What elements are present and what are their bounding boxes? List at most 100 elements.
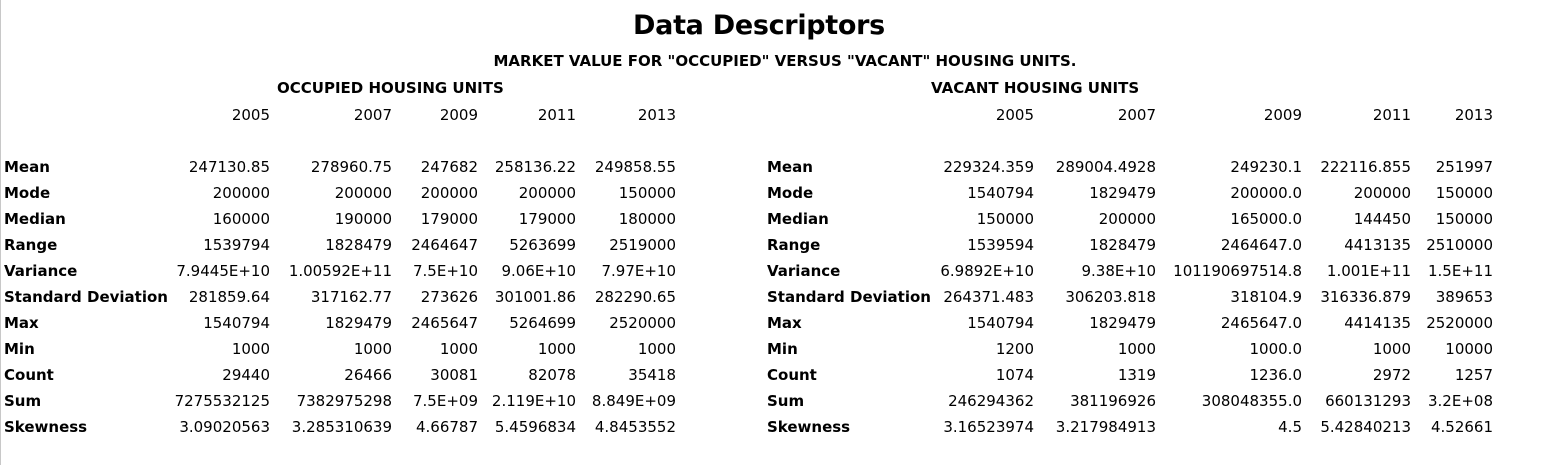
occupied-value-cell: 1828479	[325, 236, 392, 254]
occupied-value-cell: 1000	[231, 340, 270, 358]
vacant-value-cell: 200000	[1098, 210, 1156, 228]
occupied-value-cell: 1000	[537, 340, 576, 358]
vacant-row-label: Mode	[767, 184, 814, 202]
occupied-value-cell: 278960.75	[310, 158, 392, 176]
occupied-value-cell: 35418	[628, 366, 676, 384]
occupied-value-cell: 7.5E+09	[413, 392, 478, 410]
vacant-value-cell: 1828479	[1089, 236, 1156, 254]
vacant-row-label: Sum	[767, 392, 805, 410]
occupied-row-label: Variance	[4, 262, 78, 280]
vacant-year-header: 2009	[1263, 106, 1302, 124]
vacant-row-label: Max	[767, 314, 802, 332]
page-subtitle: MARKET VALUE FOR "OCCUPIED" VERSUS "VACA…	[493, 52, 1077, 70]
occupied-value-cell: 2465647	[411, 314, 478, 332]
occupied-row-label: Max	[4, 314, 39, 332]
vacant-value-cell: 1236.0	[1249, 366, 1303, 384]
vacant-value-cell: 249230.1	[1230, 158, 1302, 176]
occupied-year-header: 2009	[439, 106, 478, 124]
occupied-value-cell: 150000	[618, 184, 676, 202]
occupied-value-cell: 7.97E+10	[601, 262, 676, 280]
vacant-value-cell: 4413135	[1344, 236, 1411, 254]
vacant-value-cell: 4414135	[1344, 314, 1411, 332]
vacant-value-cell: 1074	[995, 366, 1034, 384]
vacant-row-label: Median	[767, 210, 829, 228]
occupied-value-cell: 200000	[212, 184, 270, 202]
vacant-value-cell: 2972	[1372, 366, 1411, 384]
occupied-value-cell: 7382975298	[296, 392, 392, 410]
occupied-value-cell: 301001.86	[494, 288, 576, 306]
vacant-value-cell: 264371.483	[943, 288, 1034, 306]
occupied-value-cell: 2464647	[411, 236, 478, 254]
occupied-row-label: Mean	[4, 158, 50, 176]
vacant-row-label: Mean	[767, 158, 813, 176]
vacant-value-cell: 306203.818	[1065, 288, 1156, 306]
vacant-value-cell: 251997	[1435, 158, 1493, 176]
occupied-year-header: 2005	[231, 106, 270, 124]
vacant-value-cell: 222116.855	[1320, 158, 1411, 176]
occupied-value-cell: 7275532125	[174, 392, 270, 410]
vacant-value-cell: 144450	[1353, 210, 1411, 228]
vacant-value-cell: 150000	[1435, 210, 1493, 228]
occupied-value-cell: 258136.22	[494, 158, 576, 176]
vacant-value-cell: 150000	[976, 210, 1034, 228]
vacant-value-cell: 3.16523974	[943, 418, 1034, 436]
occupied-year-header: 2007	[353, 106, 392, 124]
vacant-value-cell: 200000	[1353, 184, 1411, 202]
vacant-year-header: 2011	[1372, 106, 1411, 124]
vacant-value-cell: 1257	[1454, 366, 1493, 384]
occupied-value-cell: 281859.64	[188, 288, 270, 306]
vacant-row-label: Count	[767, 366, 817, 384]
occupied-value-cell: 3.285310639	[291, 418, 392, 436]
vacant-value-cell: 10000	[1445, 340, 1493, 358]
occupied-value-cell: 247682	[420, 158, 478, 176]
vacant-value-cell: 2465647.0	[1220, 314, 1302, 332]
vacant-value-cell: 660131293	[1325, 392, 1411, 410]
vacant-row-label: Min	[767, 340, 798, 358]
vacant-value-cell: 289004.4928	[1055, 158, 1156, 176]
occupied-value-cell: 2520000	[609, 314, 676, 332]
vacant-value-cell: 1540794	[967, 184, 1034, 202]
occupied-value-cell: 200000	[420, 184, 478, 202]
occupied-value-cell: 3.09020563	[179, 418, 270, 436]
vacant-value-cell: 3.217984913	[1055, 418, 1156, 436]
vacant-year-header: 2013	[1454, 106, 1493, 124]
occupied-value-cell: 200000	[334, 184, 392, 202]
vacant-value-cell: 2464647.0	[1220, 236, 1302, 254]
vacant-value-cell: 6.9892E+10	[940, 262, 1034, 280]
occupied-row-label: Mode	[4, 184, 51, 202]
page-title: Data Descriptors	[633, 10, 885, 41]
vacant-value-cell: 5.42840213	[1320, 418, 1411, 436]
vacant-value-cell: 1.5E+11	[1428, 262, 1493, 280]
occupied-year-header: 2013	[637, 106, 676, 124]
occupied-row-label: Sum	[4, 392, 42, 410]
occupied-value-cell: 180000	[618, 210, 676, 228]
occupied-value-cell: 1.00592E+11	[288, 262, 392, 280]
occupied-value-cell: 160000	[212, 210, 270, 228]
occupied-value-cell: 8.849E+09	[591, 392, 676, 410]
vacant-value-cell: 4.52661	[1430, 418, 1493, 436]
vacant-value-cell: 1829479	[1089, 314, 1156, 332]
vacant-value-cell: 150000	[1435, 184, 1493, 202]
vacant-value-cell: 9.38E+10	[1081, 262, 1156, 280]
occupied-heading: OCCUPIED HOUSING UNITS	[277, 79, 504, 97]
occupied-value-cell: 200000	[518, 184, 576, 202]
vacant-value-cell: 229324.359	[943, 158, 1034, 176]
occupied-year-header: 2011	[537, 106, 576, 124]
occupied-value-cell: 82078	[528, 366, 576, 384]
occupied-value-cell: 282290.65	[594, 288, 676, 306]
vacant-value-cell: 4.5	[1278, 418, 1302, 436]
occupied-value-cell: 1540794	[203, 314, 270, 332]
vacant-value-cell: 308048355.0	[1201, 392, 1302, 410]
occupied-value-cell: 247130.85	[188, 158, 270, 176]
occupied-row-label: Median	[4, 210, 66, 228]
occupied-row-label: Range	[4, 236, 58, 254]
occupied-value-cell: 4.8453552	[594, 418, 676, 436]
occupied-value-cell: 273626	[420, 288, 478, 306]
occupied-value-cell: 5263699	[509, 236, 576, 254]
vacant-value-cell: 1000	[1372, 340, 1411, 358]
vacant-row-label: Range	[767, 236, 821, 254]
occupied-row-label: Count	[4, 366, 54, 384]
vacant-value-cell: 1000.0	[1249, 340, 1303, 358]
vacant-value-cell: 1539594	[967, 236, 1034, 254]
vacant-value-cell: 381196926	[1070, 392, 1156, 410]
